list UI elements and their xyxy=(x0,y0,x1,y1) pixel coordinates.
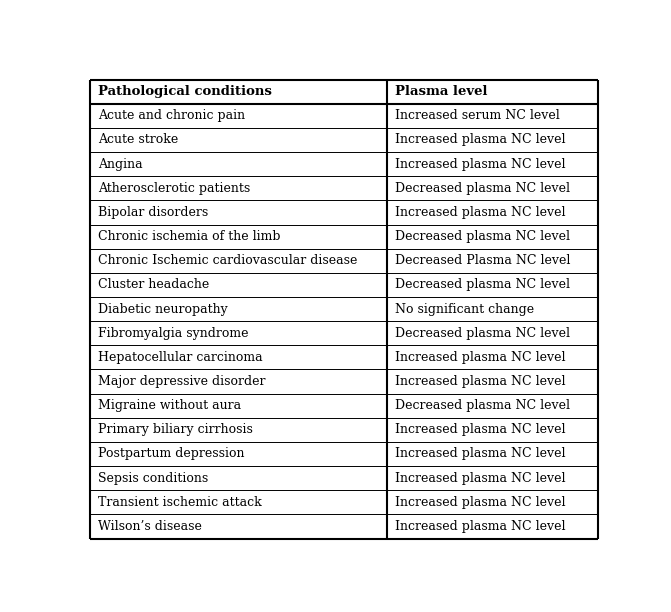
Text: Transient ischemic attack: Transient ischemic attack xyxy=(98,496,262,509)
Bar xyxy=(90,442,387,466)
Bar xyxy=(387,370,598,394)
Text: Chronic Ischemic cardiovascular disease: Chronic Ischemic cardiovascular disease xyxy=(98,254,357,267)
Text: Plasma level: Plasma level xyxy=(395,85,487,98)
Bar xyxy=(90,176,387,200)
Text: Pathological conditions: Pathological conditions xyxy=(98,85,272,98)
Bar xyxy=(387,80,598,104)
Text: Increased plasma NC level: Increased plasma NC level xyxy=(395,472,565,485)
Bar xyxy=(90,418,387,442)
Text: Migraine without aura: Migraine without aura xyxy=(98,399,241,412)
Text: Increased plasma NC level: Increased plasma NC level xyxy=(395,351,565,364)
Text: Postpartum depression: Postpartum depression xyxy=(98,447,244,460)
Text: Sepsis conditions: Sepsis conditions xyxy=(98,472,208,485)
Bar xyxy=(90,490,387,514)
Bar xyxy=(90,370,387,394)
Text: Decreased Plasma NC level: Decreased Plasma NC level xyxy=(395,254,570,267)
Bar xyxy=(387,152,598,176)
Bar xyxy=(90,345,387,370)
Bar xyxy=(387,176,598,200)
Bar xyxy=(90,321,387,345)
Text: Hepatocellular carcinoma: Hepatocellular carcinoma xyxy=(98,351,262,364)
Text: Decreased plasma NC level: Decreased plasma NC level xyxy=(395,182,570,195)
Bar xyxy=(90,514,387,539)
Bar xyxy=(387,466,598,490)
Bar xyxy=(387,418,598,442)
Bar xyxy=(387,128,598,152)
Text: Increased plasma NC level: Increased plasma NC level xyxy=(395,424,565,436)
Bar xyxy=(387,248,598,273)
Bar xyxy=(387,297,598,321)
Bar xyxy=(90,248,387,273)
Text: Increased plasma NC level: Increased plasma NC level xyxy=(395,133,565,146)
Text: Increased plasma NC level: Increased plasma NC level xyxy=(395,520,565,533)
Text: Decreased plasma NC level: Decreased plasma NC level xyxy=(395,230,570,243)
Bar xyxy=(387,321,598,345)
Text: Primary biliary cirrhosis: Primary biliary cirrhosis xyxy=(98,424,253,436)
Bar xyxy=(387,225,598,248)
Text: Increased plasma NC level: Increased plasma NC level xyxy=(395,496,565,509)
Bar xyxy=(387,345,598,370)
Bar xyxy=(387,490,598,514)
Text: Major depressive disorder: Major depressive disorder xyxy=(98,375,265,388)
Bar xyxy=(90,297,387,321)
Text: Diabetic neuropathy: Diabetic neuropathy xyxy=(98,302,227,316)
Bar xyxy=(387,514,598,539)
Bar xyxy=(387,394,598,418)
Text: Increased serum NC level: Increased serum NC level xyxy=(395,110,560,122)
Bar xyxy=(387,200,598,225)
Bar xyxy=(90,273,387,297)
Bar xyxy=(90,466,387,490)
Text: Increased plasma NC level: Increased plasma NC level xyxy=(395,447,565,460)
Bar xyxy=(387,273,598,297)
Text: Chronic ischemia of the limb: Chronic ischemia of the limb xyxy=(98,230,280,243)
Text: Decreased plasma NC level: Decreased plasma NC level xyxy=(395,399,570,412)
Bar xyxy=(90,225,387,248)
Bar xyxy=(90,394,387,418)
Text: Increased plasma NC level: Increased plasma NC level xyxy=(395,206,565,219)
Text: Increased plasma NC level: Increased plasma NC level xyxy=(395,158,565,171)
Bar xyxy=(90,200,387,225)
Text: Fibromyalgia syndrome: Fibromyalgia syndrome xyxy=(98,327,248,340)
Bar xyxy=(90,152,387,176)
Text: Atherosclerotic patients: Atherosclerotic patients xyxy=(98,182,250,195)
Text: Wilson’s disease: Wilson’s disease xyxy=(98,520,202,533)
Text: Acute stroke: Acute stroke xyxy=(98,133,178,146)
Text: Cluster headache: Cluster headache xyxy=(98,278,209,291)
Text: Bipolar disorders: Bipolar disorders xyxy=(98,206,208,219)
Text: Decreased plasma NC level: Decreased plasma NC level xyxy=(395,327,570,340)
Bar xyxy=(387,104,598,128)
Bar xyxy=(387,442,598,466)
Text: Angina: Angina xyxy=(98,158,142,171)
Bar xyxy=(90,104,387,128)
Bar xyxy=(90,128,387,152)
Text: Decreased plasma NC level: Decreased plasma NC level xyxy=(395,278,570,291)
Text: No significant change: No significant change xyxy=(395,302,534,316)
Bar xyxy=(90,80,387,104)
Text: Increased plasma NC level: Increased plasma NC level xyxy=(395,375,565,388)
Text: Acute and chronic pain: Acute and chronic pain xyxy=(98,110,245,122)
